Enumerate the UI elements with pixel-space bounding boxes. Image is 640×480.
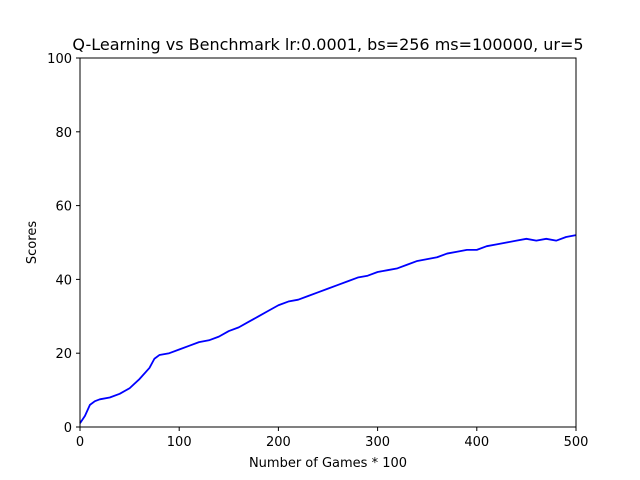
y-tick-label: 40	[55, 273, 72, 288]
x-tick-label: 0	[76, 435, 84, 450]
x-tick-label: 200	[266, 435, 291, 450]
y-tick-label: 100	[47, 52, 72, 67]
axis-ticks: 0 100 200 300 400 500 0 20 40 60 80 100	[47, 52, 588, 450]
x-tick-label: 300	[365, 435, 390, 450]
y-tick-label: 20	[55, 347, 72, 362]
x-tick-label: 100	[167, 435, 192, 450]
plot-frame	[79, 57, 577, 428]
chart-title: Q-Learning vs Benchmark lr:0.0001, bs=25…	[72, 35, 583, 54]
series-line	[79, 234, 577, 424]
y-axis-label: Scores	[25, 221, 40, 264]
x-axis-label: Number of Games * 100	[249, 456, 407, 471]
x-tick-label: 400	[464, 435, 489, 450]
y-tick-label: 60	[55, 200, 72, 215]
x-tick-label: 500	[564, 435, 589, 450]
y-tick-label: 80	[55, 126, 72, 141]
y-tick-label: 0	[64, 421, 72, 436]
series-layer	[79, 234, 577, 424]
